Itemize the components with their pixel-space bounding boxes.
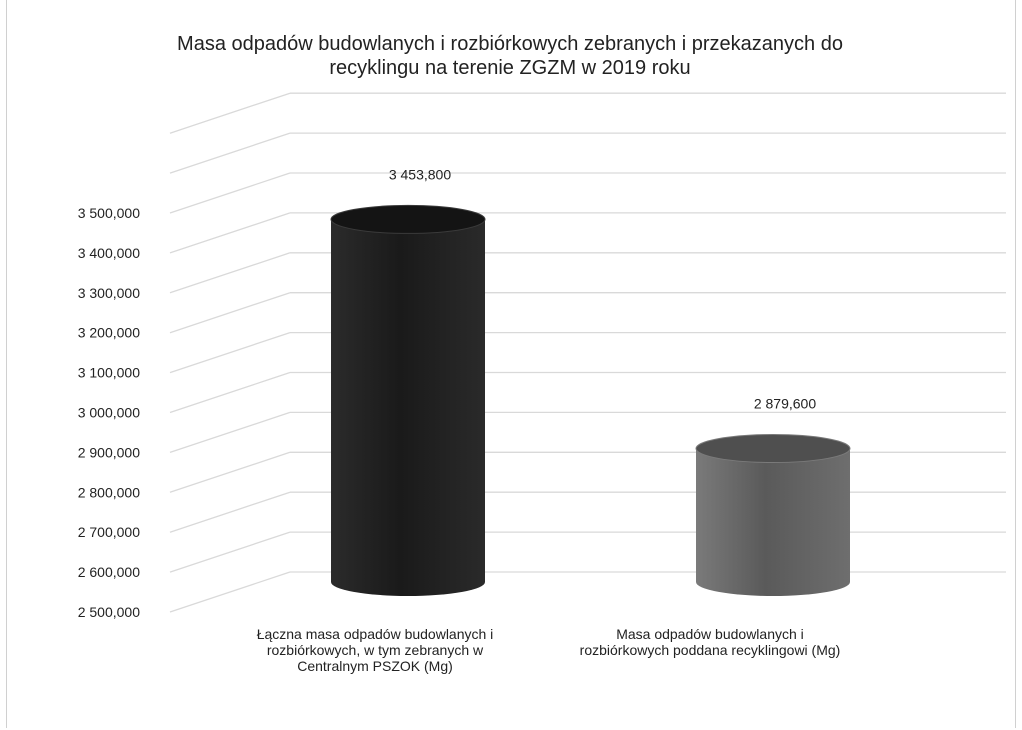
grid-diagonal-7 xyxy=(169,292,291,334)
x-category-label-0-line-2: Centralnym PSZOK (Mg) xyxy=(297,658,453,674)
grid-diagonal-1 xyxy=(169,531,291,573)
y-tick-label-1: 2 600,000 xyxy=(78,564,140,580)
y-tick-label-8: 3 300,000 xyxy=(78,285,140,301)
bar-0 xyxy=(330,204,486,596)
grid-diagonal-extra-1 xyxy=(169,92,291,134)
grid-diagonal-5 xyxy=(169,371,291,414)
grid-diagonal-0 xyxy=(169,571,291,613)
grid-diagonal-10 xyxy=(169,172,291,214)
y-tick-label-4: 2 900,000 xyxy=(78,444,140,460)
grid-diagonal-extra-0 xyxy=(169,132,291,174)
grid-diagonal-4 xyxy=(169,411,291,454)
x-category-label-0-line-0: Łączna masa odpadów budowlanych i xyxy=(256,626,494,642)
y-tick-label-3: 2 800,000 xyxy=(78,484,140,500)
grid-diagonal-9 xyxy=(169,212,291,254)
chart-title-line-1: Masa odpadów budowlanych i rozbiórkowych… xyxy=(177,33,843,55)
bar-1 xyxy=(695,434,851,596)
x-category-label-1-line-0: Masa odpadów budowlanych i xyxy=(616,626,804,642)
x-category-label-1-line-1: rozbiórkowych poddana recyklingowi (Mg) xyxy=(579,642,841,658)
bar-body-0 xyxy=(331,219,485,596)
bar-body-1 xyxy=(696,448,850,596)
y-tick-label-5: 3 000,000 xyxy=(78,405,140,421)
x-category-label-0-line-1: rozbiórkowych, w tym zebranych w xyxy=(266,642,484,658)
x-category-label-0: Łączna masa odpadów budowlanych i rozbiór… xyxy=(205,626,545,674)
chart-frame xyxy=(6,0,1016,728)
grid-diagonal-3 xyxy=(169,451,291,493)
grid-diagonal-8 xyxy=(169,252,291,294)
y-tick-label-0: 2 500,000 xyxy=(78,604,140,620)
y-tick-label-2: 2 700,000 xyxy=(78,524,140,540)
data-label-0: 3 453,800 xyxy=(389,166,451,182)
data-label-1: 2 879,600 xyxy=(754,396,816,412)
y-tick-label-10: 3 500,000 xyxy=(78,205,140,221)
chart-title-line-2: recyklingu na terenie ZGZM w 2019 roku xyxy=(329,57,691,79)
bar-top-1 xyxy=(695,434,851,464)
y-tick-label-6: 3 100,000 xyxy=(78,365,140,381)
y-tick-label-9: 3 400,000 xyxy=(78,245,140,261)
bar-top-0 xyxy=(330,204,486,234)
grid-diagonal-2 xyxy=(169,491,291,533)
y-tick-label-7: 3 200,000 xyxy=(78,325,140,341)
grid-diagonal-6 xyxy=(169,331,291,374)
x-category-label-1: Masa odpadów budowlanych i rozbiórkowych … xyxy=(540,626,880,658)
